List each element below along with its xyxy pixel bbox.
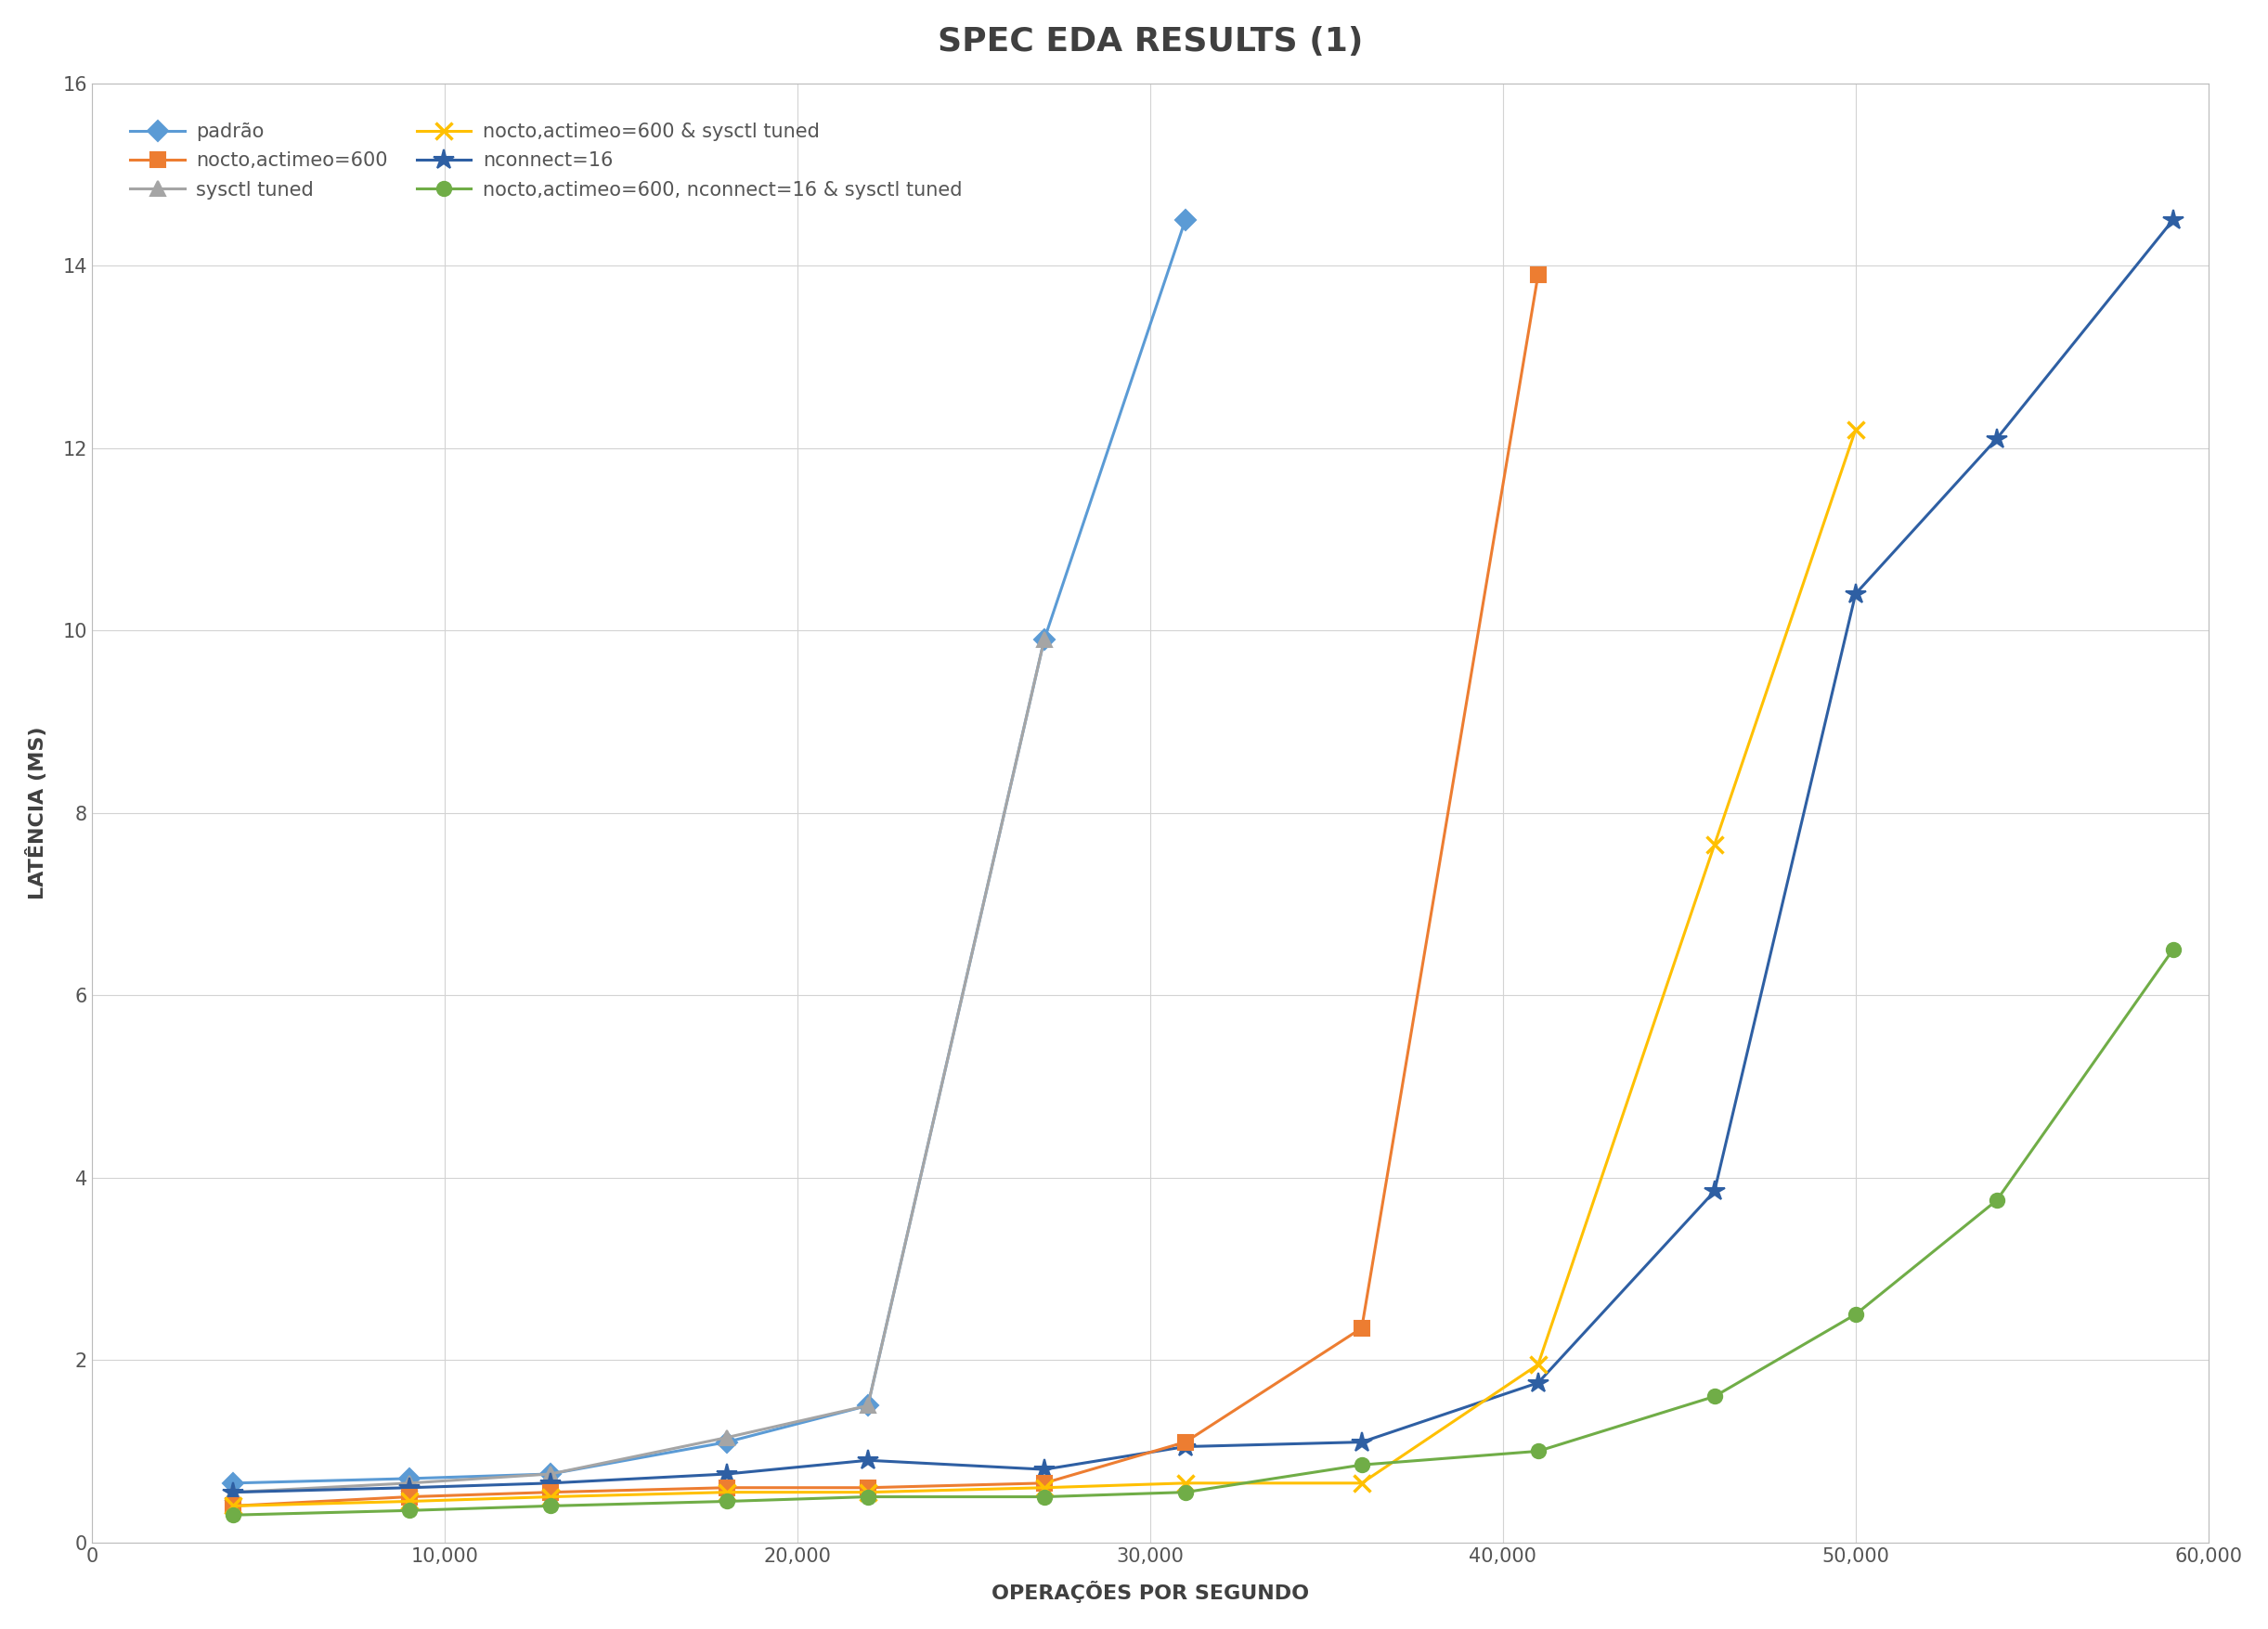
nconnect=16 <box>1982 428 2009 448</box>
nocto,actimeo=600, nconnect=16 & sysctl tuned <box>1842 1305 1869 1324</box>
nconnect=16 <box>712 1464 739 1484</box>
padrão <box>538 1464 565 1484</box>
nocto,actimeo=600, nconnect=16 & sysctl tuned <box>712 1492 739 1512</box>
nocto,actimeo=600 & sysctl tuned <box>1030 1478 1057 1497</box>
nocto,actimeo=600 & sysctl tuned <box>855 1482 882 1502</box>
Line: nocto,actimeo=600, nconnect=16 & sysctl tuned: nocto,actimeo=600, nconnect=16 & sysctl … <box>227 943 2180 1521</box>
nocto,actimeo=600 & sysctl tuned <box>712 1482 739 1502</box>
Line: sysctl tuned: sysctl tuned <box>227 632 1052 1499</box>
nocto,actimeo=600 & sysctl tuned <box>1347 1473 1374 1492</box>
sysctl tuned <box>1030 630 1057 650</box>
Line: nocto,actimeo=600: nocto,actimeo=600 <box>227 267 1545 1513</box>
nocto,actimeo=600, nconnect=16 & sysctl tuned <box>1524 1442 1551 1461</box>
nocto,actimeo=600 <box>1173 1432 1200 1451</box>
nconnect=16 <box>1701 1181 1728 1201</box>
nconnect=16 <box>220 1482 247 1502</box>
Legend: padrão, nocto,actimeo=600, sysctl tuned, nocto,actimeo=600 & sysctl tuned, nconn: padrão, nocto,actimeo=600, sysctl tuned,… <box>122 114 971 207</box>
nocto,actimeo=600, nconnect=16 & sysctl tuned <box>1173 1482 1200 1502</box>
nconnect=16 <box>1173 1437 1200 1456</box>
padrão <box>1173 210 1200 230</box>
sysctl tuned <box>395 1473 422 1492</box>
padrão <box>712 1432 739 1451</box>
nocto,actimeo=600 & sysctl tuned <box>1701 836 1728 855</box>
nconnect=16 <box>538 1473 565 1492</box>
nconnect=16 <box>395 1478 422 1497</box>
nocto,actimeo=600 <box>538 1482 565 1502</box>
nocto,actimeo=600 & sysctl tuned <box>395 1492 422 1512</box>
nocto,actimeo=600 & sysctl tuned <box>1173 1473 1200 1492</box>
nocto,actimeo=600, nconnect=16 & sysctl tuned <box>1347 1455 1374 1474</box>
nocto,actimeo=600 <box>1030 1473 1057 1492</box>
padrão <box>220 1473 247 1492</box>
sysctl tuned <box>855 1396 882 1416</box>
nocto,actimeo=600, nconnect=16 & sysctl tuned <box>538 1495 565 1515</box>
nocto,actimeo=600 & sysctl tuned <box>1524 1355 1551 1375</box>
nocto,actimeo=600, nconnect=16 & sysctl tuned <box>395 1500 422 1520</box>
nconnect=16 <box>2159 210 2186 230</box>
Line: nconnect=16: nconnect=16 <box>222 210 2184 1502</box>
nocto,actimeo=600, nconnect=16 & sysctl tuned <box>855 1487 882 1507</box>
Line: padrão: padrão <box>227 213 1193 1491</box>
sysctl tuned <box>538 1464 565 1484</box>
nocto,actimeo=600, nconnect=16 & sysctl tuned <box>2159 940 2186 959</box>
nocto,actimeo=600 & sysctl tuned <box>1842 420 1869 440</box>
sysctl tuned <box>712 1427 739 1447</box>
nconnect=16 <box>1842 585 1869 604</box>
nocto,actimeo=600 <box>1347 1318 1374 1337</box>
nocto,actimeo=600 <box>855 1478 882 1497</box>
nconnect=16 <box>1030 1460 1057 1479</box>
nocto,actimeo=600, nconnect=16 & sysctl tuned <box>1982 1191 2009 1210</box>
nocto,actimeo=600 & sysctl tuned <box>538 1487 565 1507</box>
nocto,actimeo=600, nconnect=16 & sysctl tuned <box>1030 1487 1057 1507</box>
nocto,actimeo=600 & sysctl tuned <box>220 1495 247 1515</box>
nocto,actimeo=600 <box>1524 266 1551 285</box>
nocto,actimeo=600, nconnect=16 & sysctl tuned <box>1701 1386 1728 1406</box>
padrão <box>855 1396 882 1416</box>
nocto,actimeo=600, nconnect=16 & sysctl tuned <box>220 1505 247 1525</box>
Title: SPEC EDA RESULTS (1): SPEC EDA RESULTS (1) <box>937 26 1363 57</box>
sysctl tuned <box>220 1482 247 1502</box>
nocto,actimeo=600 <box>220 1495 247 1515</box>
nconnect=16 <box>1347 1432 1374 1451</box>
nconnect=16 <box>1524 1373 1551 1393</box>
Y-axis label: LATÊNCIA (MS): LATÊNCIA (MS) <box>25 727 48 899</box>
padrão <box>395 1469 422 1489</box>
nocto,actimeo=600 <box>395 1487 422 1507</box>
X-axis label: OPERAÇÕES POR SEGUNDO: OPERAÇÕES POR SEGUNDO <box>991 1580 1309 1603</box>
nocto,actimeo=600 <box>712 1478 739 1497</box>
nconnect=16 <box>855 1450 882 1469</box>
padrão <box>1030 630 1057 650</box>
Line: nocto,actimeo=600 & sysctl tuned: nocto,actimeo=600 & sysctl tuned <box>225 422 1864 1515</box>
